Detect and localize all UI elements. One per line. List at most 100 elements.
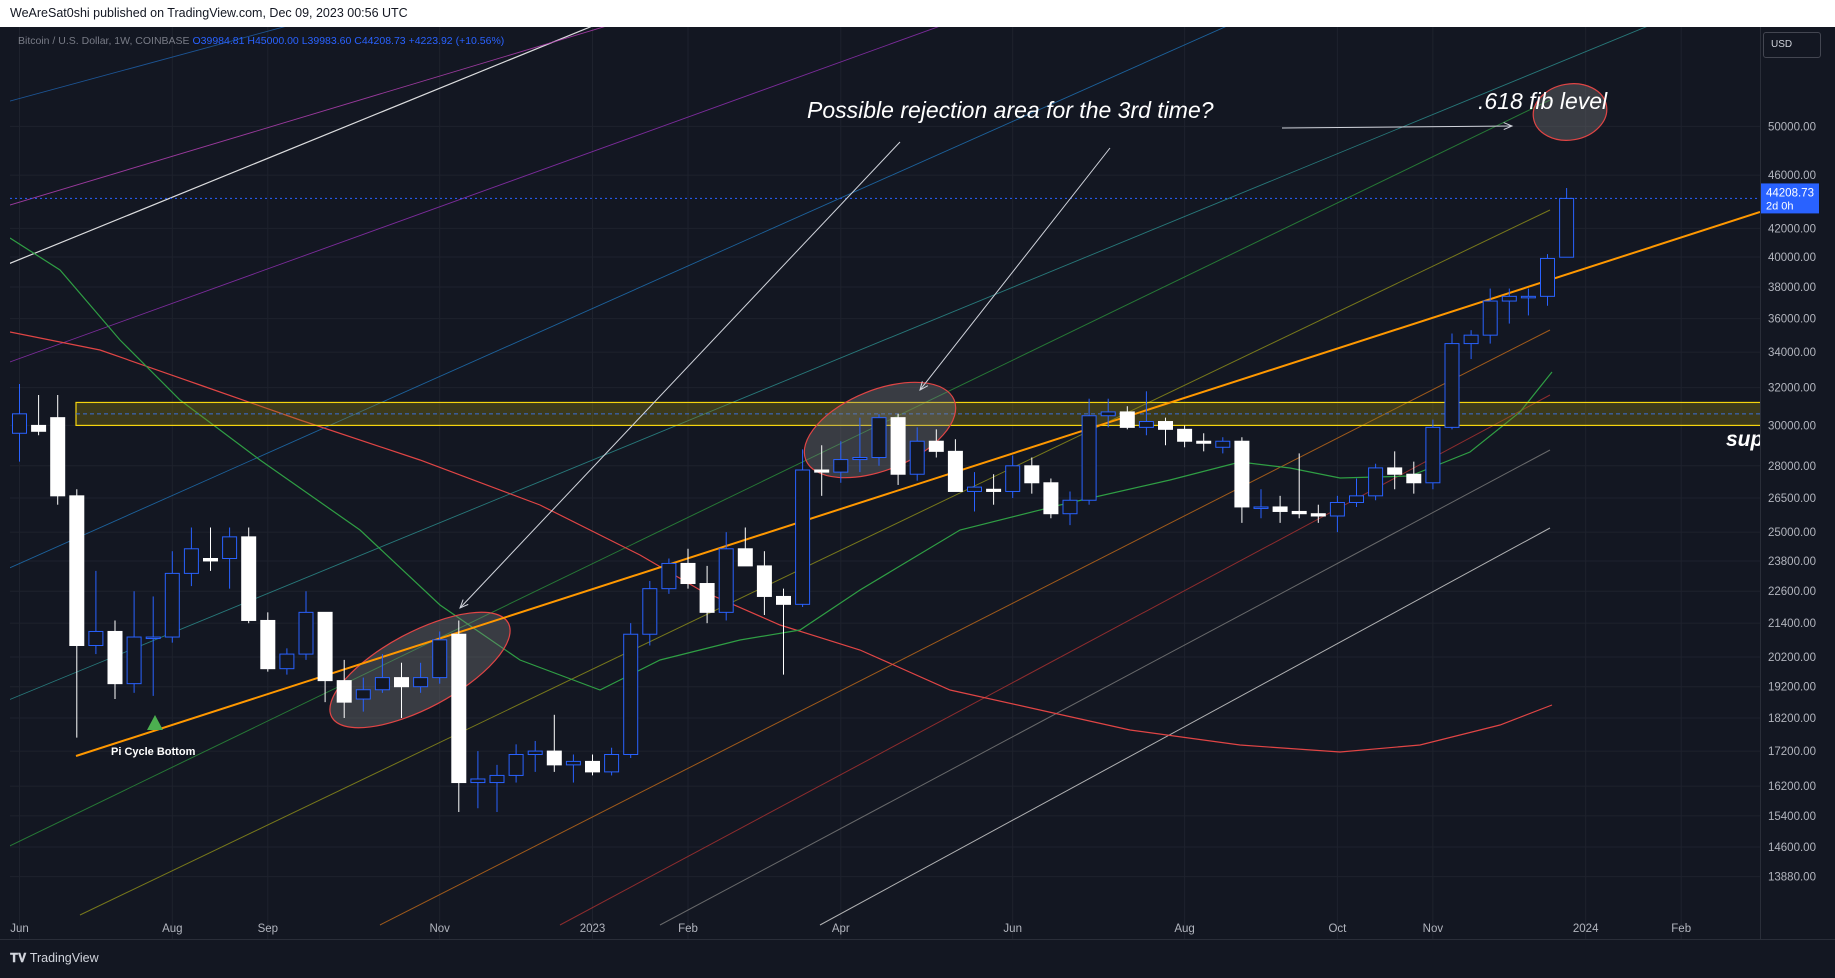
legend-change: +4223.92 (+10.56%) xyxy=(408,35,505,47)
y-tick-label: 28000.00 xyxy=(1768,461,1816,473)
candle-down xyxy=(241,536,257,621)
arrow-to-second-rejection xyxy=(919,147,1111,391)
x-tick-label: 2023 xyxy=(580,923,606,935)
x-tick-label: Aug xyxy=(1174,923,1194,935)
candle-up xyxy=(1559,197,1575,258)
candle-up xyxy=(222,536,238,559)
candle-down xyxy=(317,611,333,682)
x-tick-label: 2024 xyxy=(1573,923,1599,935)
candle-up xyxy=(1005,465,1021,492)
candle-up xyxy=(489,774,505,784)
candle-down xyxy=(947,450,963,492)
candle-up xyxy=(871,417,887,459)
candle-up xyxy=(413,677,429,688)
y-tick-label: 46000.00 xyxy=(1768,170,1816,182)
x-tick-label: Jun xyxy=(1003,923,1022,935)
pi-cycle-marker-icon xyxy=(147,715,163,730)
candle-up xyxy=(1138,421,1154,428)
candle-down xyxy=(890,417,906,475)
candle-up xyxy=(852,457,868,461)
candle-up xyxy=(1215,440,1231,448)
y-tick-label: 17200.00 xyxy=(1768,746,1816,758)
x-tick-label: Apr xyxy=(832,923,850,935)
symbol-legend: Bitcoin / U.S. Dollar, 1W, COINBASE O399… xyxy=(18,35,504,47)
x-tick-label: Feb xyxy=(678,923,698,935)
tradingview-logo[interactable]: 𝐓𝐕 TradingView xyxy=(10,951,99,966)
candle-up xyxy=(1482,300,1498,336)
candle-down xyxy=(1310,513,1326,517)
candle-up xyxy=(183,548,199,574)
candle-up xyxy=(1540,257,1555,297)
plot-layer: Possible rejection area for the 3rd time… xyxy=(10,27,1760,939)
y-tick-label: 22600.00 xyxy=(1768,586,1816,598)
candle-down xyxy=(1291,510,1307,515)
orange-trendline xyxy=(75,211,1760,757)
candle-up xyxy=(12,413,27,434)
price-axis[interactable] xyxy=(1760,27,1835,939)
candle-up xyxy=(967,486,982,492)
legend-low: L39983.60 xyxy=(301,35,352,47)
candle-down xyxy=(394,677,409,688)
candle-down xyxy=(1043,482,1059,515)
candle-down xyxy=(776,595,791,605)
candle-up xyxy=(1520,295,1536,299)
channel-line xyxy=(10,27,592,264)
channel-line xyxy=(659,449,1551,926)
candle-up xyxy=(604,754,620,773)
candle-up xyxy=(1062,499,1078,515)
candle-up xyxy=(374,677,390,691)
candle-up xyxy=(126,636,142,685)
candle-down xyxy=(451,633,467,784)
y-tick-label: 14600.00 xyxy=(1768,842,1816,854)
y-tick-label: 25000.00 xyxy=(1768,527,1816,539)
candle-down xyxy=(546,750,562,766)
candle-down xyxy=(814,469,830,473)
candle-down xyxy=(1387,467,1403,475)
candle-up xyxy=(833,459,849,473)
channel-line xyxy=(10,27,939,363)
candle-down xyxy=(69,495,85,646)
arrow-to-fib-level xyxy=(1281,125,1513,129)
candle-down xyxy=(1024,465,1040,484)
candle-up xyxy=(623,633,639,756)
legend-high: H45000.00 xyxy=(247,35,299,47)
candle-down xyxy=(680,562,696,585)
candle-down xyxy=(699,583,715,613)
arrow-to-fib-level-head xyxy=(1503,122,1514,131)
publisher-bar: WeAreSat0shi published on TradingView.co… xyxy=(0,0,1835,27)
candle-down xyxy=(737,548,753,567)
y-tick-label: 38000.00 xyxy=(1768,282,1816,294)
candle-up xyxy=(470,778,486,784)
candle-down xyxy=(1158,421,1173,430)
candle-down xyxy=(585,760,600,773)
y-tick-label: 23800.00 xyxy=(1768,556,1816,568)
channel-line xyxy=(10,27,286,102)
x-tick-label: Sep xyxy=(258,923,278,935)
arrow-to-first-rejection-head xyxy=(459,599,469,609)
last-price-badge xyxy=(1761,183,1819,214)
candle-up xyxy=(1329,501,1345,517)
chart-area[interactable] xyxy=(10,27,1760,939)
footer-bar xyxy=(0,939,1835,978)
y-tick-label: 18200.00 xyxy=(1768,713,1816,725)
candle-up xyxy=(298,611,314,655)
fib-annotation: .618 fib level xyxy=(1478,88,1608,114)
candle-down xyxy=(756,565,772,597)
candle-up xyxy=(1253,506,1269,509)
channel-line xyxy=(10,27,1647,700)
currency-button[interactable]: USD xyxy=(1763,32,1821,58)
candle-down xyxy=(1406,473,1422,484)
legend-close: C44208.73 xyxy=(354,35,406,47)
arrow-to-second-rejection-head xyxy=(919,381,929,392)
x-tick-label: Jun xyxy=(10,923,29,935)
candle-down xyxy=(203,557,218,562)
candle-up xyxy=(909,440,925,475)
publisher-text: WeAreSat0shi published on TradingView.co… xyxy=(10,6,408,20)
y-tick-label: 32000.00 xyxy=(1768,383,1816,395)
y-tick-label: 21400.00 xyxy=(1768,618,1816,630)
candle-down xyxy=(928,440,944,452)
legend-open: O39984.81 xyxy=(192,35,245,47)
y-tick-label: 20200.00 xyxy=(1768,652,1816,664)
candle-down xyxy=(1272,506,1288,512)
x-tick-label: Oct xyxy=(1328,923,1347,935)
